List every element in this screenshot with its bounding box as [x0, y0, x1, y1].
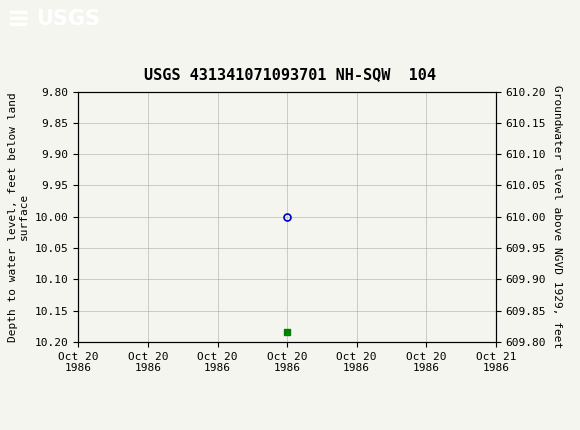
Y-axis label: Depth to water level, feet below land
surface: Depth to water level, feet below land su… [8, 92, 29, 341]
Text: USGS 431341071093701 NH-SQW  104: USGS 431341071093701 NH-SQW 104 [144, 67, 436, 82]
Text: USGS: USGS [36, 9, 100, 29]
Y-axis label: Groundwater level above NGVD 1929, feet: Groundwater level above NGVD 1929, feet [552, 85, 561, 348]
Text: ≡: ≡ [7, 5, 30, 33]
